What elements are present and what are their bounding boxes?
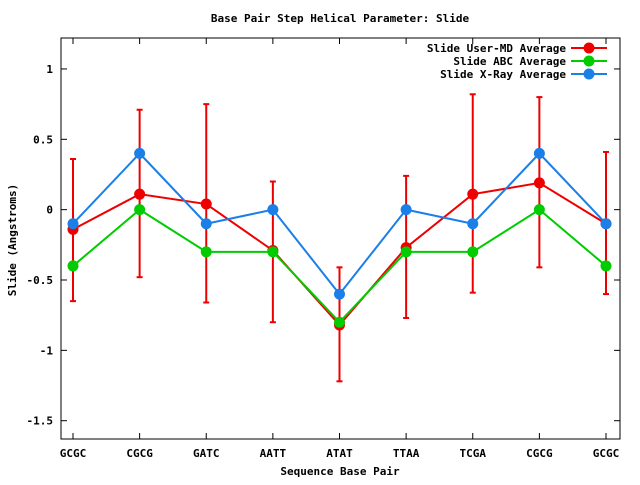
data-point xyxy=(334,288,345,300)
series-points xyxy=(67,147,612,331)
x-axis: GCGC CGCG GATC AATT ATAT TTAA TCGA CGCG GCGC xyxy=(60,38,620,460)
x-tick-label: CGCG xyxy=(526,447,553,460)
data-point xyxy=(200,246,212,258)
legend-label: Slide ABC Average xyxy=(453,55,566,68)
x-tick-label: AATT xyxy=(260,447,287,460)
data-point xyxy=(334,316,345,328)
data-point xyxy=(533,147,545,159)
legend-label: Slide X-Ray Average xyxy=(440,68,566,81)
y-axis-label: Slide (Angstroms) xyxy=(6,184,19,297)
x-axis-label: Sequence Base Pair xyxy=(280,465,400,478)
legend-marker xyxy=(583,42,595,54)
y-tick-label: -1 xyxy=(40,344,54,357)
data-point xyxy=(467,246,479,258)
data-point xyxy=(467,188,479,200)
data-point xyxy=(400,204,412,216)
x-tick-label: GCGC xyxy=(60,447,87,460)
chart-title: Base Pair Step Helical Parameter: Slide xyxy=(211,12,470,25)
error-bars xyxy=(70,93,609,383)
x-tick-label: TCGA xyxy=(460,447,487,460)
legend-marker xyxy=(583,68,595,80)
x-tick-label: GATC xyxy=(193,447,220,460)
data-point xyxy=(134,188,146,200)
data-point xyxy=(400,246,412,258)
data-point xyxy=(134,147,146,159)
y-tick-label: -1.5 xyxy=(27,415,54,428)
x-tick-label: GCGC xyxy=(593,447,620,460)
y-tick-label: 0.5 xyxy=(33,133,53,146)
x-tick-label: TTAA xyxy=(393,447,420,460)
legend-marker xyxy=(583,55,595,67)
data-point xyxy=(267,204,279,216)
legend-label: Slide User-MD Average xyxy=(427,42,566,55)
data-point xyxy=(600,218,612,230)
data-point xyxy=(267,246,279,258)
data-point xyxy=(200,218,212,230)
data-point xyxy=(67,218,79,230)
y-tick-label: 1 xyxy=(46,63,53,76)
y-axis: -1.5 -1 -0.5 0 0.5 1 xyxy=(27,63,620,428)
x-tick-label: CGCG xyxy=(126,447,153,460)
data-point xyxy=(533,177,545,189)
y-tick-label: -0.5 xyxy=(27,274,54,287)
data-point xyxy=(533,204,545,216)
x-tick-label: ATAT xyxy=(326,447,353,460)
data-point xyxy=(134,204,146,216)
data-point xyxy=(67,260,79,272)
plot-frame xyxy=(60,37,621,440)
data-point xyxy=(467,218,479,230)
y-tick-label: 0 xyxy=(46,204,53,217)
data-point xyxy=(600,260,612,272)
data-point xyxy=(200,198,212,210)
